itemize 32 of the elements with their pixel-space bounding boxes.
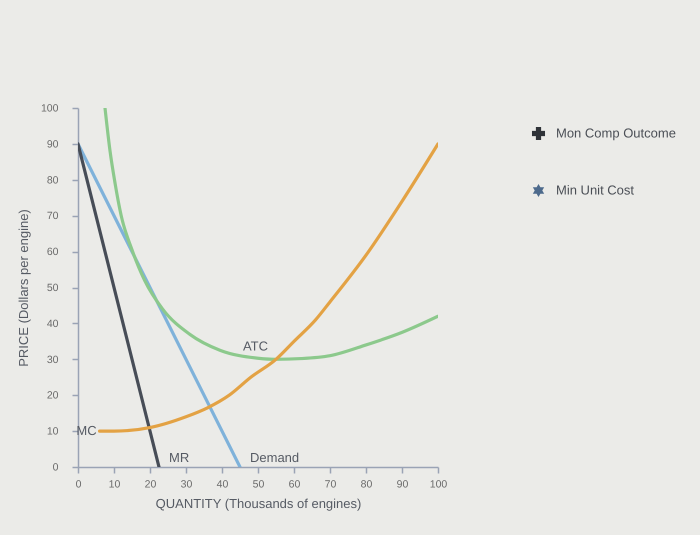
line-series <box>98 142 438 433</box>
y-tick-label: 30 <box>46 354 59 366</box>
series-label: Demand <box>250 450 300 465</box>
series-label: ATC <box>242 338 268 354</box>
y-tick-label: 80 <box>46 174 59 186</box>
y-tick-label: 70 <box>46 210 59 222</box>
x-tick-label: 60 <box>288 478 300 490</box>
series-label: MC <box>76 423 97 438</box>
series-label: MR <box>169 450 190 465</box>
y-tick-label: 50 <box>46 282 59 294</box>
x-tick-label: 30 <box>180 478 192 490</box>
x-axis-title: QUANTITY (Thousands of engines) <box>156 496 362 511</box>
x-tick-label: 20 <box>144 478 156 490</box>
y-tick-label: 60 <box>46 246 59 258</box>
y-tick-label: 40 <box>46 318 59 330</box>
y-tick-label: 10 <box>46 426 59 438</box>
y-tick-label: 20 <box>46 390 59 402</box>
y-tick-label: 90 <box>46 138 59 150</box>
y-tick-label: 0 <box>52 462 59 474</box>
legend-label: Mon Comp Outcome <box>556 126 676 140</box>
x-tick-label: 50 <box>252 478 264 490</box>
legend-label: Min Unit Cost <box>556 182 634 198</box>
line-series <box>103 108 438 361</box>
y-axis-title: PRICE (Dollars per engine) <box>16 209 31 367</box>
x-tick-label: 0 <box>76 478 82 490</box>
y-tick-label: 100 <box>40 102 59 114</box>
x-tick-label: 70 <box>324 478 336 490</box>
x-tick-label: 80 <box>360 478 372 490</box>
x-tick-label: 100 <box>430 478 448 490</box>
x-tick-label: 10 <box>108 478 120 490</box>
x-tick-label: 40 <box>216 478 228 490</box>
x-tick-label: 90 <box>396 478 408 490</box>
